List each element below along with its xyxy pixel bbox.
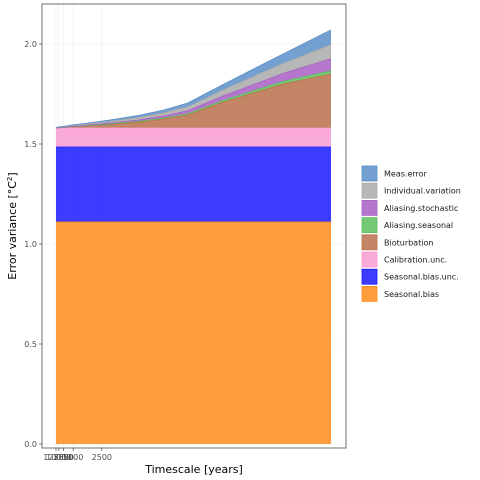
- outline-meas-error: [55, 29, 332, 128]
- legend-key: [361, 182, 378, 199]
- legend-key: [361, 268, 378, 285]
- x-axis-title: Timescale [years]: [144, 463, 243, 476]
- legend-key: [361, 165, 378, 182]
- legend-key: [361, 199, 378, 216]
- x-tick-label: 5000: [63, 453, 83, 462]
- legend-label: Seasonal.bias.unc.: [384, 273, 459, 282]
- y-axis-title: Error variance [°C2]: [6, 172, 19, 279]
- x-tick-label: 2500: [92, 453, 112, 462]
- y-axis-title-superscript: 2: [6, 177, 14, 181]
- y-tick-label: 1.0: [24, 240, 37, 249]
- legend: Meas.error Individual.variation Aliasing.s…: [361, 165, 461, 302]
- panel-border: [41, 3, 347, 449]
- outline-aliasing-stochastic: [55, 58, 332, 129]
- y-tick-label: 2.0: [24, 40, 37, 49]
- legend-label: Seasonal.bias: [384, 290, 439, 299]
- x-tick-label: 10000: [46, 453, 71, 462]
- area-seasonal-bias: [56, 222, 331, 444]
- y-axis-title-main: Error variance [°C: [6, 181, 19, 280]
- y-axis-ticks: 0.0 0.5 1.0 1.5 2.0: [24, 40, 42, 449]
- legend-label: Meas.error: [384, 170, 428, 179]
- legend-label: Bioturbation: [384, 238, 433, 247]
- series-outlines: [55, 29, 332, 223]
- area-bioturbation: [56, 74, 331, 128]
- legend-key: [361, 217, 378, 234]
- x-tick-label: 12500: [43, 453, 68, 462]
- legend-key: [361, 234, 378, 251]
- legend-label: Aliasing.stochastic: [384, 204, 458, 213]
- area-seasonal-bias-unc-: [56, 147, 331, 222]
- y-axis-title-close: ]: [6, 172, 19, 176]
- y-tick-label: 0.0: [24, 440, 37, 449]
- x-tick-label: 7500: [53, 453, 73, 462]
- legend-key: [361, 251, 378, 268]
- legend-key: [361, 285, 378, 302]
- legend-label: Individual.variation: [384, 187, 461, 196]
- y-tick-label: 0.5: [24, 340, 37, 349]
- y-tick-label: 1.5: [24, 140, 37, 149]
- legend-label: Aliasing.seasonal: [384, 221, 453, 230]
- legend-label: Calibration.unc.: [384, 256, 447, 265]
- area-calibration-unc-: [56, 128, 331, 147]
- stacked-areas: [56, 29, 331, 444]
